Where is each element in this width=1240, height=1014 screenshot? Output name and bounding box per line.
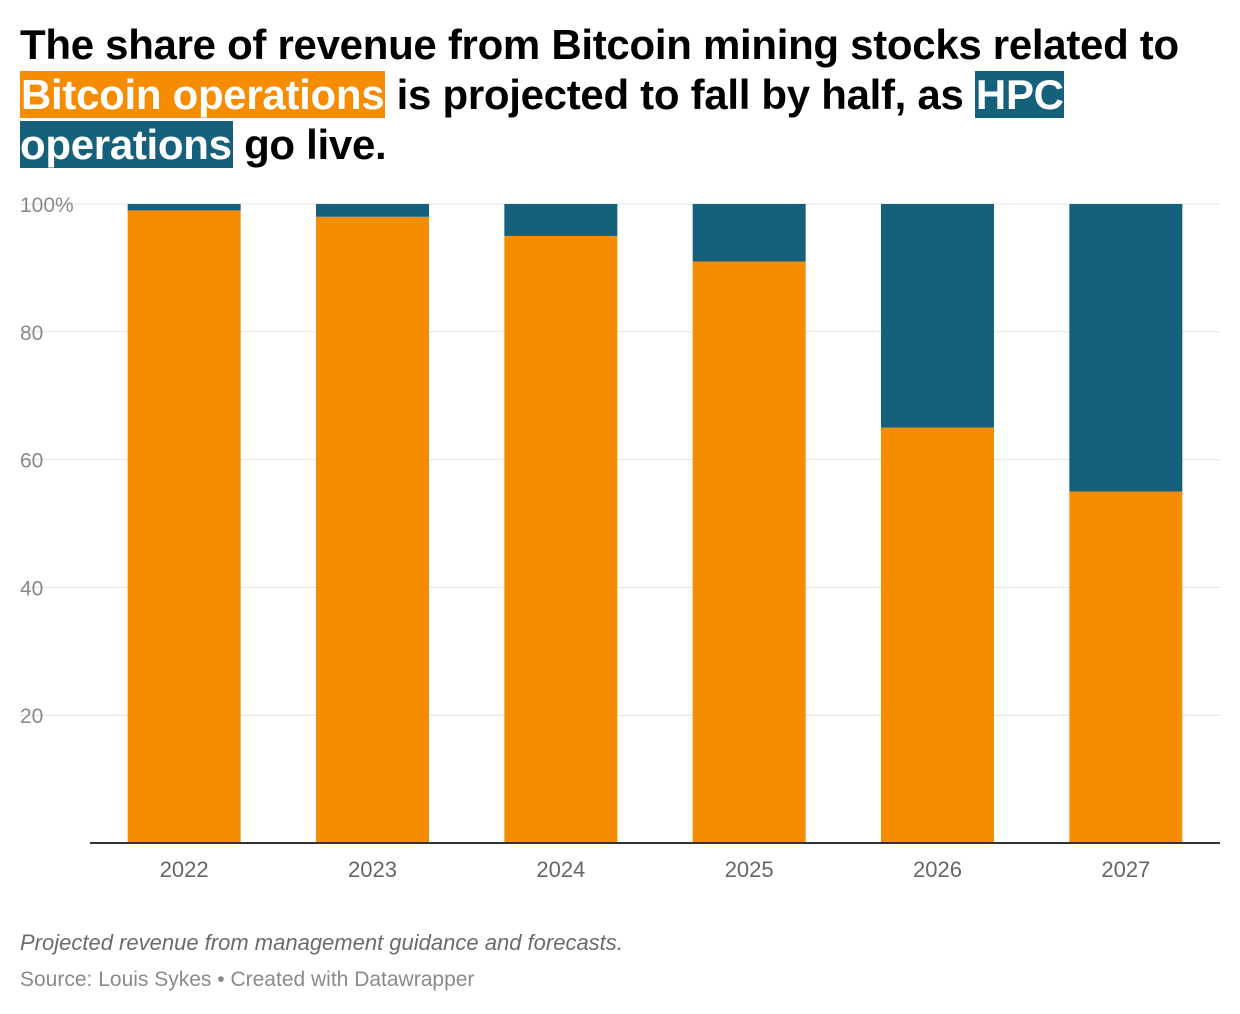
source-label: Source: Louis Sykes [20,968,212,991]
bar-bitcoin-operations [316,216,429,843]
x-tick-label: 2026 [913,857,962,882]
title-part2: is projected to fall by half, as [385,71,975,118]
y-tick-label: 20 [20,705,43,728]
y-axis-ticks: 100% 80 60 40 20 [20,194,74,728]
x-tick-label: 2027 [1101,857,1150,882]
source-line: Source: Louis Sykes • Created with Dataw… [20,968,474,992]
y-tick-label: 80 [20,322,43,345]
bars [127,204,1183,843]
x-axis-ticks: 2022 2023 2024 2025 2026 2027 [160,857,1151,882]
stacked-bar-chart: 100% 80 60 40 20 2022 2023 2024 2025 2026 2027 [20,194,1220,882]
y-tick-label: 100% [20,194,74,217]
bar-bitcoin-operations [881,427,994,843]
chart-title: The share of revenue from Bitcoin mining… [20,20,1220,170]
bar-hpc-operations [316,204,429,217]
chart-note: Projected revenue from management guidan… [20,930,623,955]
x-tick-label: 2022 [160,857,209,882]
datawrapper-credit: Created with Datawrapper [230,968,475,991]
bar-hpc-operations [1069,204,1183,492]
bar-bitcoin-operations [127,210,241,843]
bar-bitcoin-operations [504,235,618,843]
bar-bitcoin-operations [1069,491,1183,843]
x-tick-label: 2023 [348,857,397,882]
bar-hpc-operations [127,204,241,211]
bar-bitcoin-operations [692,261,806,843]
x-tick-label: 2024 [536,857,585,882]
x-tick-label: 2025 [725,857,774,882]
title-part3: go live. [232,121,387,168]
title-part1: The share of revenue from Bitcoin mining… [20,21,1179,68]
title-highlight-bitcoin: Bitcoin operations [20,71,386,118]
bar-hpc-operations [504,204,618,236]
source-separator: • [211,968,231,991]
y-tick-label: 40 [20,577,43,600]
y-tick-label: 60 [20,450,43,473]
bar-hpc-operations [881,204,994,428]
bar-hpc-operations [692,204,806,262]
